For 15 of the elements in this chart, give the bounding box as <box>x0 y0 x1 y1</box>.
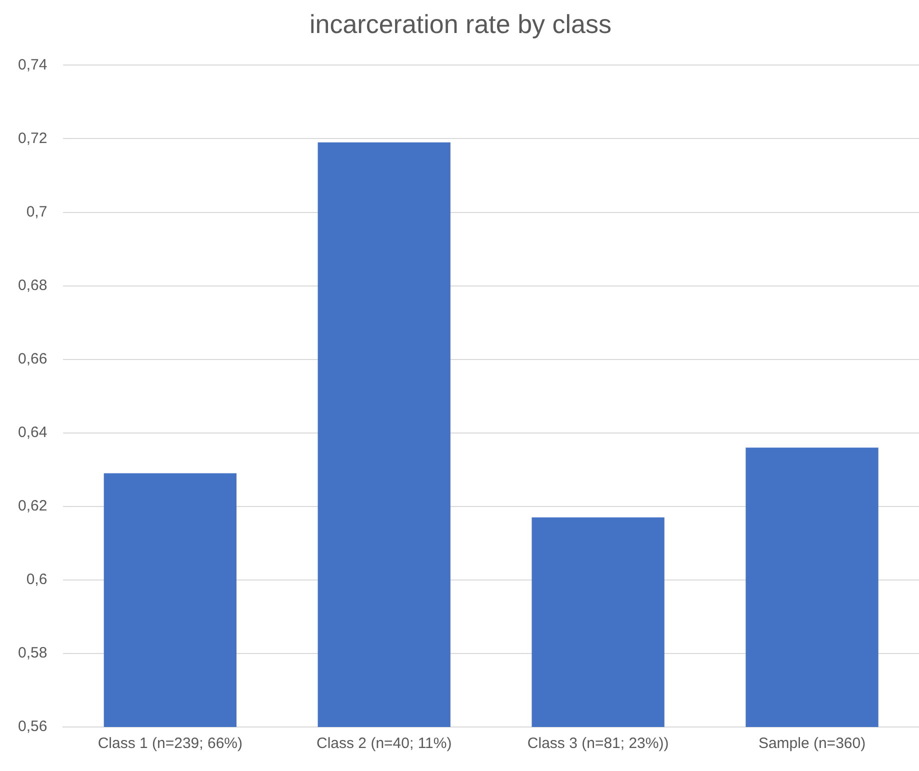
x-tick-label: Class 3 (n=81; 23%)) <box>527 735 669 752</box>
y-tick-label: 0,64 <box>18 424 48 442</box>
y-tick-label: 0,58 <box>18 644 48 662</box>
y-tick-label: 0,68 <box>18 276 48 294</box>
y-tick-label: 0,74 <box>18 56 48 74</box>
x-tick-label: Sample (n=360) <box>758 735 866 752</box>
x-tick-label: Class 1 (n=239; 66%) <box>98 735 243 752</box>
chart-title: incarceration rate by class <box>309 8 612 39</box>
y-tick-label: 0,66 <box>18 350 48 368</box>
y-tick-label: 0,6 <box>26 571 48 588</box>
y-tick-label: 0,7 <box>26 203 48 220</box>
y-tick-label: 0,56 <box>18 718 48 736</box>
y-tick-label: 0,72 <box>18 130 48 147</box>
x-tick-label: Class 2 (n=40; 11%) <box>316 735 452 752</box>
y-tick-label: 0,62 <box>18 498 48 515</box>
